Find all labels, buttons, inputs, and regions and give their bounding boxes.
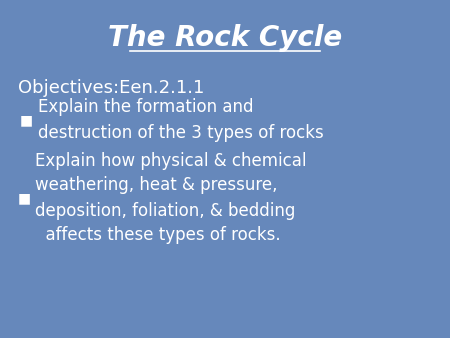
Text: ■: ■: [18, 191, 31, 205]
Text: The Rock Cycle: The Rock Cycle: [108, 24, 342, 52]
Text: Explain how physical & chemical
weathering, heat & pressure,
deposition, foliati: Explain how physical & chemical weatheri…: [35, 151, 306, 244]
Text: Explain the formation and
destruction of the 3 types of rocks: Explain the formation and destruction of…: [38, 98, 324, 142]
Text: ■: ■: [20, 113, 33, 127]
Text: Objectives:Een.2.1.1: Objectives:Een.2.1.1: [18, 79, 204, 97]
